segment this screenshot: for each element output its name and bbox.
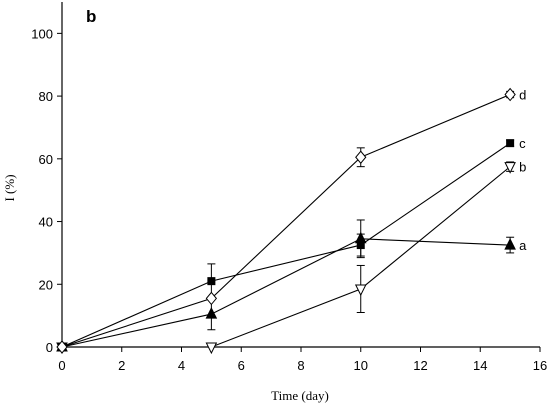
y-tick-label: 80 [39, 89, 53, 104]
data-point-d [56, 340, 68, 354]
series-label-a: a [519, 238, 527, 253]
series-label-c: c [519, 136, 526, 151]
x-tick-label: 14 [473, 358, 487, 373]
data-point-c [207, 277, 216, 286]
data-point-a [205, 306, 218, 319]
data-point-b [504, 162, 516, 174]
data-point-b [205, 342, 218, 355]
panel-label: b [86, 7, 96, 26]
series-label-d: d [519, 88, 526, 103]
data-point-d [205, 291, 218, 306]
data-point-d [355, 150, 367, 165]
series-c: c [58, 136, 526, 351]
x-tick-label: 8 [297, 358, 304, 373]
series-line-a [61, 238, 511, 348]
x-tick-label: 12 [413, 358, 427, 373]
series-line-b [62, 166, 511, 348]
y-tick-label: 60 [39, 152, 53, 167]
x-tick-label: 10 [354, 358, 368, 373]
x-tick-label: 2 [118, 358, 125, 373]
series-line-d [61, 94, 511, 348]
series-label-b: b [519, 160, 526, 175]
axes: 0 2 4 6 8 10 12 14 16 0 20 40 60 80 100 [31, 2, 547, 373]
data-point-c [356, 241, 365, 250]
y-tick-label: 100 [31, 26, 53, 41]
y-tick-label: 20 [39, 277, 53, 292]
series-a: a [56, 219, 527, 352]
series-b: b [56, 160, 526, 355]
data-point-a [504, 237, 516, 250]
data-point-c [506, 139, 515, 148]
y-axis-title: I (%) [2, 174, 17, 201]
y-tick-label: 0 [46, 340, 53, 355]
x-tick-label: 16 [533, 358, 547, 373]
series-layer: a bc d [56, 87, 527, 355]
series-d: d [56, 87, 526, 354]
x-tick-label: 0 [58, 358, 65, 373]
y-tick-label: 40 [39, 215, 53, 230]
x-tick-label: 4 [178, 358, 185, 373]
x-tick-label: 6 [238, 358, 245, 373]
series-line-c [61, 142, 511, 348]
data-point-b [354, 284, 367, 297]
x-axis-title: Time (day) [271, 388, 329, 403]
data-point-d [504, 87, 516, 102]
